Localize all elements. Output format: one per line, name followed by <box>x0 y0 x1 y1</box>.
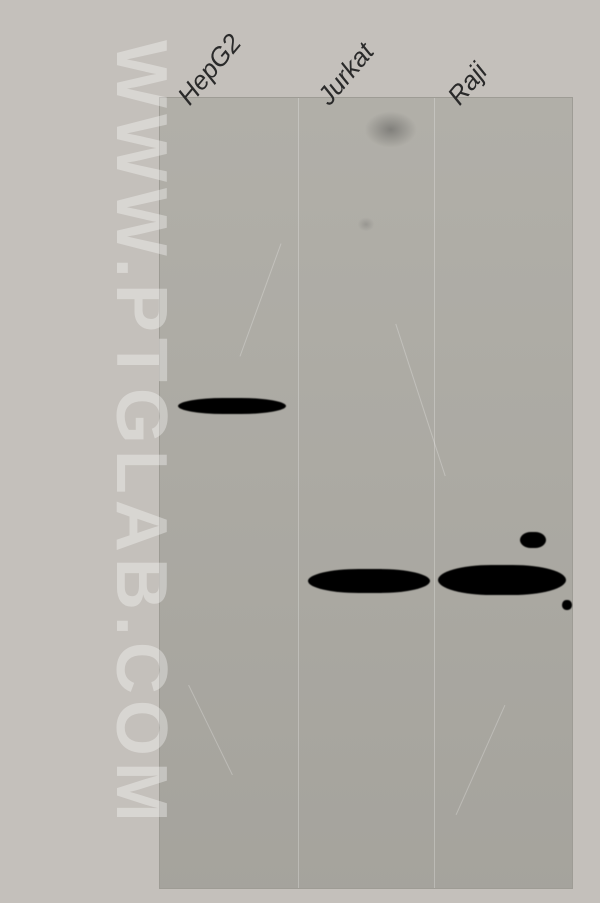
band <box>308 569 430 593</box>
band <box>438 565 566 595</box>
scratch-artifact <box>395 324 445 476</box>
band <box>562 600 572 610</box>
scratch-artifact <box>188 685 233 775</box>
band <box>520 532 546 548</box>
scratch-artifact <box>456 705 506 815</box>
lane-divider <box>434 98 435 888</box>
lane-divider <box>298 98 299 888</box>
scratch-artifact <box>240 243 282 356</box>
band <box>178 398 286 414</box>
blot-membrane <box>160 98 572 888</box>
